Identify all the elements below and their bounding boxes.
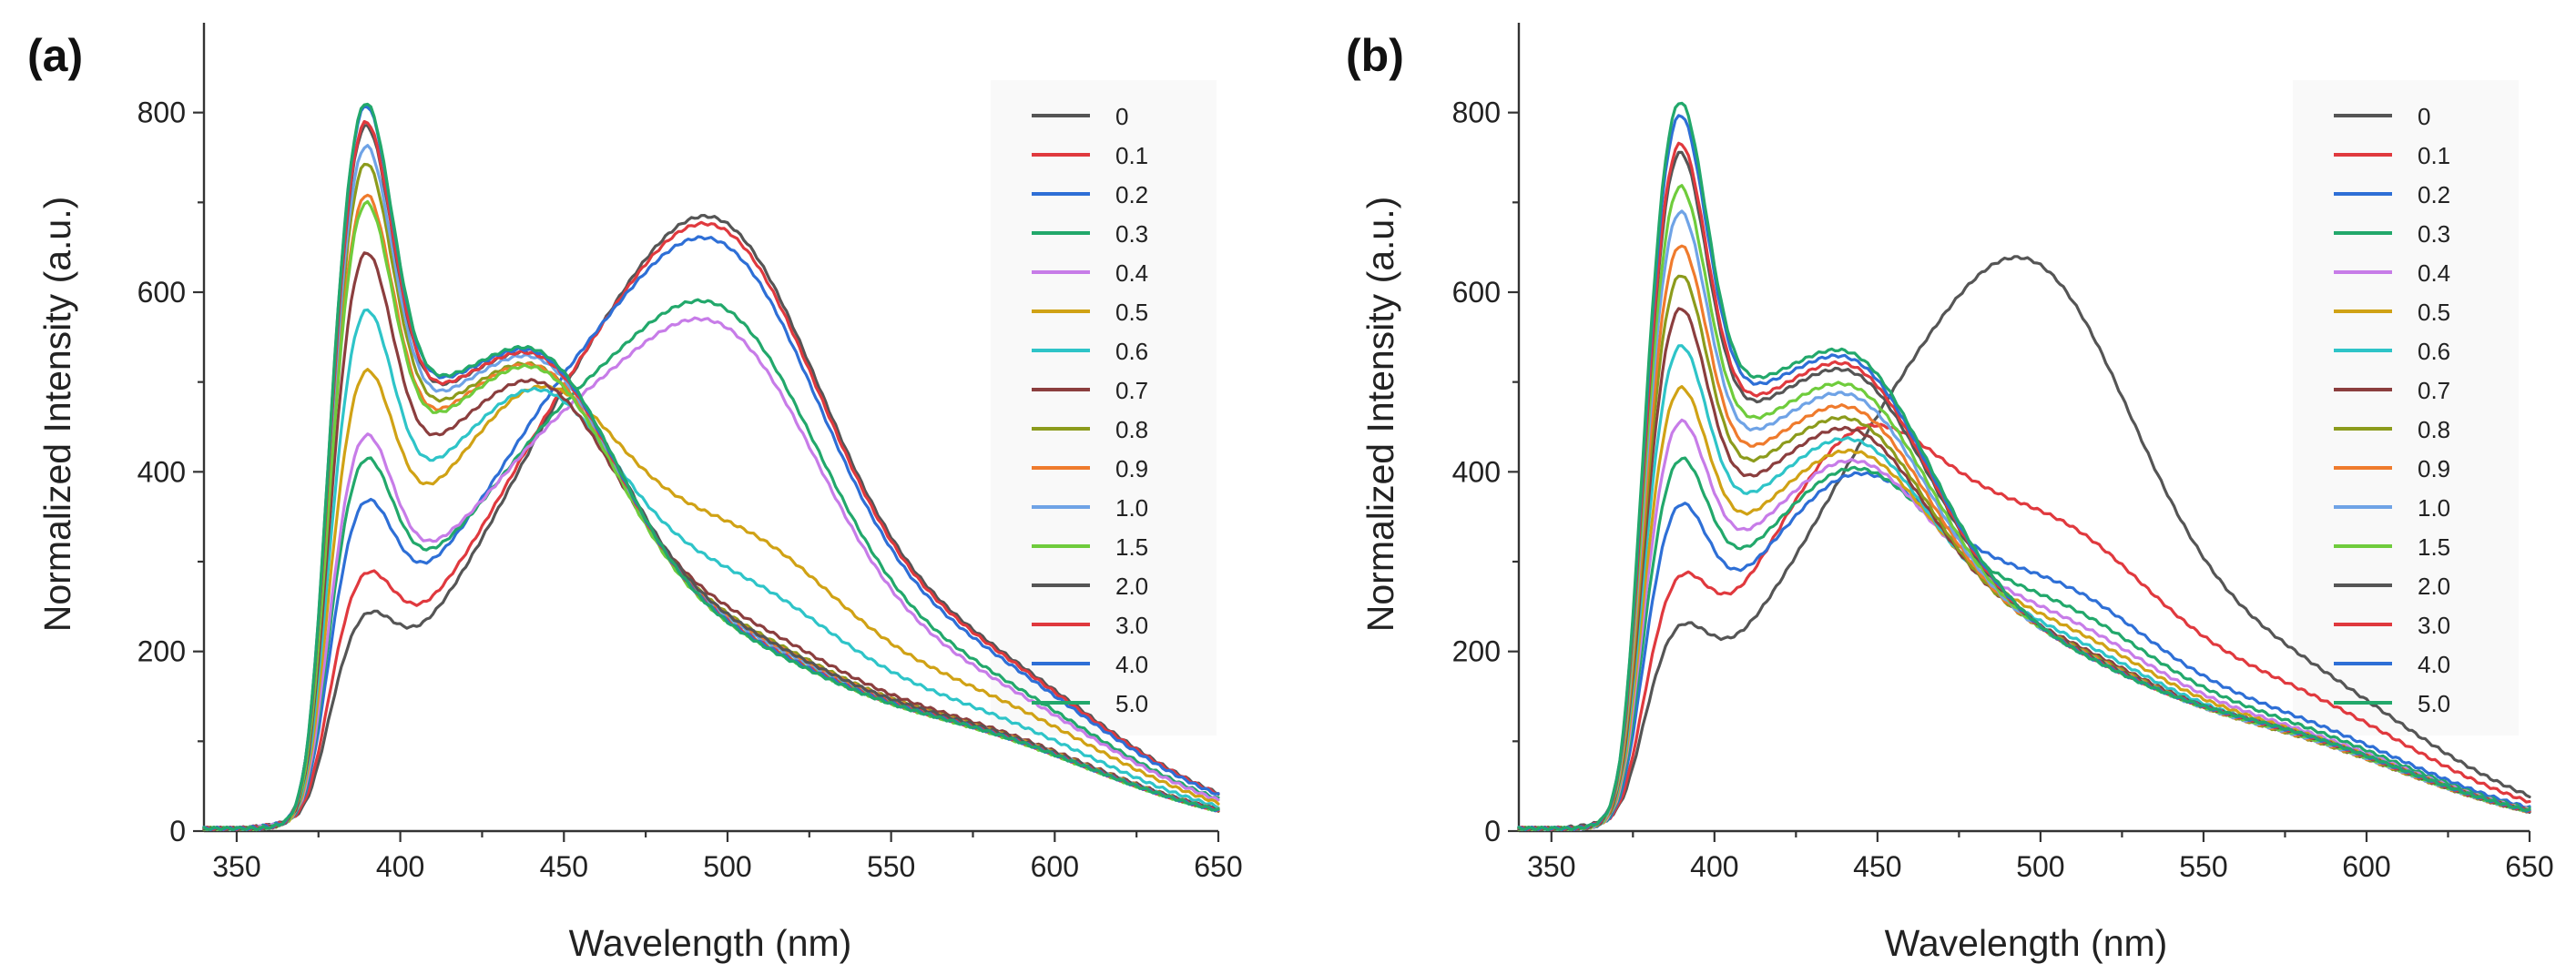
panel-a-label: (a) <box>27 30 83 81</box>
panel-b-x-tick-label: 350 <box>1527 850 1575 883</box>
panel-b-legend-label: 0.2 <box>2418 181 2450 208</box>
panel-a-series-5.0 <box>202 102 1220 832</box>
panel-b-legend-label: 1.5 <box>2418 533 2450 561</box>
panel-b-ylabel: Normalized Intensity (a.u.) <box>1359 197 1401 633</box>
panel-b-xlabel: Wavelength (nm) <box>1885 922 2168 964</box>
panel-b-legend-label: 0.5 <box>2418 299 2450 326</box>
panel-b-series-0.1 <box>1517 422 2531 832</box>
panel-a-series-0.5 <box>202 368 1220 832</box>
panel-b-series-0.3 <box>1517 456 2531 832</box>
panel-b-legend-label: 0.4 <box>2418 259 2450 287</box>
panel-a-legend-label: 1.0 <box>1115 494 1148 522</box>
panel-a-legend-label: 2.0 <box>1115 573 1148 600</box>
panel-a-series-0.2 <box>202 235 1220 832</box>
panel-b-series-5.0 <box>1517 101 2531 832</box>
panel-b: (b) 350 400 450 500 550 600 650 0 200 400 600 800 0 0… <box>1346 23 2554 964</box>
panel-b-y-tick-label: 200 <box>1452 635 1501 668</box>
panel-b-x-tick-label: 500 <box>2016 850 2064 883</box>
panel-a-x-tick-label: 500 <box>703 850 751 883</box>
panel-a-legend-label: 0.7 <box>1115 377 1148 404</box>
panel-b-y-tick-label: 400 <box>1452 455 1501 488</box>
panel-a-series-0.3 <box>202 298 1220 832</box>
panel-b-legend-label: 5.0 <box>2418 690 2450 717</box>
panel-a-y-tick-label: 400 <box>137 455 186 488</box>
panel-b-legend-label: 0.1 <box>2418 142 2450 169</box>
panel-b-plot: 350 400 450 500 550 600 650 0 200 400 600 800 0 0.1 0.… <box>1452 23 2554 883</box>
panel-a-legend-label: 4.0 <box>1115 651 1148 678</box>
panel-a-legend-label: 0.4 <box>1115 259 1148 287</box>
panel-b-series-0.2 <box>1517 471 2531 832</box>
panel-a-legend-label: 0.3 <box>1115 220 1148 248</box>
panel-b-y-tick-label: 800 <box>1452 96 1501 129</box>
panel-a-x-tick-label: 600 <box>1031 850 1079 883</box>
panel-b-legend-label: 4.0 <box>2418 651 2450 678</box>
panel-a-xlabel: Wavelength (nm) <box>569 922 852 964</box>
panel-b-y-tick-label: 600 <box>1452 276 1501 309</box>
panel-a-legend-label: 0.9 <box>1115 455 1148 482</box>
panel-a: (a) 350 400 450 500 550 600 650 0 200 400 600 800 0 0… <box>27 23 1243 964</box>
panel-b-legend-label: 0.3 <box>2418 220 2450 248</box>
panel-a-y-tick-label: 800 <box>137 96 186 129</box>
panel-a-legend-label: 3.0 <box>1115 612 1148 639</box>
panel-a-legend-background <box>991 80 1217 736</box>
panel-b-label: (b) <box>1346 30 1404 81</box>
panel-b-x-tick-label: 550 <box>2179 850 2227 883</box>
panel-a-legend-label: 1.5 <box>1115 533 1148 561</box>
panel-a-series-0.4 <box>202 316 1220 832</box>
panel-a-legend-label: 0.1 <box>1115 142 1148 169</box>
panel-a-y-tick-label: 0 <box>169 815 186 847</box>
panel-a-plot: 350 400 450 500 550 600 650 0 200 400 600 800 0 0.1 0.… <box>137 23 1243 883</box>
panel-b-legend-label: 0.6 <box>2418 338 2450 365</box>
panel-a-x-tick-label: 550 <box>867 850 915 883</box>
panel-b-legend-label: 0.7 <box>2418 377 2450 404</box>
panel-a-x-tick-label: 400 <box>376 850 424 883</box>
panel-a-legend-label: 0.5 <box>1115 299 1148 326</box>
panel-b-legend-label: 0.9 <box>2418 455 2450 482</box>
panel-a-legend-label: 0.6 <box>1115 338 1148 365</box>
panel-b-series-0 <box>1517 255 2531 831</box>
panel-b-legend-label: 1.0 <box>2418 494 2450 522</box>
panel-b-legend-label: 0 <box>2418 103 2430 130</box>
panel-a-ylabel: Normalized Intensity (a.u.) <box>36 197 78 633</box>
panel-b-x-tick-label: 450 <box>1853 850 1901 883</box>
panel-a-legend-label: 0.2 <box>1115 181 1148 208</box>
panel-b-x-tick-label: 400 <box>1690 850 1738 883</box>
panel-b-x-tick-label: 600 <box>2342 850 2390 883</box>
panel-b-legend-label: 3.0 <box>2418 612 2450 639</box>
panel-a-y-tick-label: 200 <box>137 635 186 668</box>
panel-b-legend-label: 0.8 <box>2418 416 2450 443</box>
panel-a-series-0.6 <box>202 308 1220 832</box>
panel-b-legend-background <box>2293 80 2519 736</box>
panel-b-legend-label: 2.0 <box>2418 573 2450 600</box>
panel-a-series-0.1 <box>202 220 1220 832</box>
panel-b-x-tick-label: 650 <box>2505 850 2553 883</box>
panel-a-x-tick-label: 350 <box>212 850 260 883</box>
panel-a-x-tick-label: 450 <box>540 850 588 883</box>
panel-a-legend-label: 0 <box>1115 103 1128 130</box>
panel-a-y-tick-label: 600 <box>137 276 186 309</box>
panel-b-y-tick-label: 0 <box>1484 815 1501 847</box>
panel-a-legend-label: 5.0 <box>1115 690 1148 717</box>
panel-a-legend-label: 0.8 <box>1115 416 1148 443</box>
panel-a-x-tick-label: 650 <box>1194 850 1242 883</box>
